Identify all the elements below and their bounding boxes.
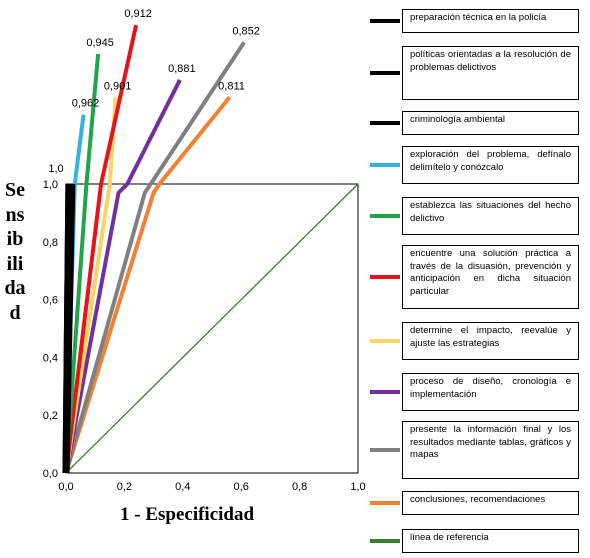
- x-tick-labels: 0,0 0,2 0,4 0,6 0,8 1,0: [58, 481, 365, 493]
- legend-label: proceso de diseño, cronología e implemen…: [402, 373, 579, 411]
- legend-label: exploración del problema, defínalo delim…: [402, 146, 579, 184]
- legend: preparación técnica en la policía polític…: [366, 0, 590, 558]
- legend-swatch: [370, 275, 400, 279]
- x-tick-label: 0,4: [175, 481, 190, 493]
- legend-swatch: [370, 339, 400, 343]
- legend-item: conclusiones, recomendaciones: [366, 491, 590, 515]
- legend-item: línea de referencia: [366, 529, 590, 553]
- legend-swatch: [370, 121, 400, 125]
- legend-label: línea de referencia: [402, 529, 579, 553]
- x-tick-label: 0,8: [292, 481, 307, 493]
- auc-label-5: 0,912: [124, 8, 152, 20]
- x-tick-label: 0,2: [117, 481, 132, 493]
- auc-label-7: 0,881: [168, 63, 196, 75]
- legend-item: preparación técnica en la policía: [366, 9, 590, 33]
- auc-labels: 0,962 0,945 0,912 0,901 0,881 0,852 0,811: [72, 8, 260, 110]
- series-line-5: [64, 24, 139, 474]
- x-tick-label: 0,6: [234, 481, 249, 493]
- legend-label: encuentre una solución práctica a través…: [402, 245, 579, 309]
- auc-label-9: 0,811: [218, 80, 245, 92]
- auc-label-6: 0,901: [104, 80, 132, 92]
- legend-item: criminología ambiental: [366, 111, 590, 135]
- y-tick-label: 0,2: [43, 410, 58, 422]
- auc-label-8: 0,852: [232, 25, 260, 37]
- x-tick-label: 1,0: [350, 481, 365, 493]
- legend-label: criminología ambiental: [402, 111, 579, 135]
- legend-label: presente la información final y los resu…: [402, 421, 579, 479]
- auc-label-3: 0,962: [72, 98, 100, 110]
- x-axis-label: 1 - Especificidad: [120, 504, 255, 525]
- legend-swatch: [370, 501, 400, 505]
- series-line-4: [64, 53, 101, 474]
- series-line-9: [64, 96, 232, 474]
- legend-item: encuentre una solución práctica a través…: [366, 245, 590, 309]
- series-line-2: [62, 183, 73, 474]
- y-tick-labels: 0,0 0,2 0,4 0,6 0,8 1,0: [43, 179, 58, 480]
- legend-swatch: [370, 163, 400, 167]
- legend-item: políticas orientadas a la resolución de …: [366, 46, 590, 100]
- auc-label-4: 0,945: [86, 37, 114, 49]
- legend-swatch: [370, 71, 400, 75]
- legend-label: determine el impacto, reevalúe y ajuste …: [402, 322, 579, 360]
- y-tick-label: 0,6: [43, 295, 58, 307]
- legend-swatch: [370, 448, 400, 452]
- y-tick-label: 0,0: [43, 468, 58, 480]
- extra-y-label: 1,0: [48, 163, 63, 175]
- x-tick-label: 0,0: [58, 481, 73, 493]
- series-line-10: [65, 183, 359, 474]
- legend-swatch: [370, 539, 400, 543]
- series-line-8: [64, 41, 246, 474]
- legend-label: políticas orientadas a la resolución de …: [402, 46, 579, 100]
- series-line-7: [64, 79, 182, 474]
- legend-swatch: [370, 390, 400, 394]
- legend-label: preparación técnica en la policía: [402, 9, 579, 33]
- legend-item: presente la información final y los resu…: [366, 421, 590, 479]
- series-layer: [62, 24, 359, 474]
- y-tick-label: 0,4: [43, 352, 58, 364]
- legend-swatch: [370, 19, 400, 23]
- legend-label: conclusiones, recomendaciones: [402, 491, 579, 515]
- legend-item: proceso de diseño, cronología e implemen…: [366, 373, 590, 411]
- legend-item: establezca las situaciones del hecho del…: [366, 197, 590, 235]
- legend-item: determine el impacto, reevalúe y ajuste …: [366, 322, 590, 360]
- y-axis-label: Sensibilidad: [4, 179, 26, 324]
- y-tick-label: 1,0: [43, 179, 58, 191]
- y-tick-label: 0,8: [43, 237, 58, 249]
- legend-item: exploración del problema, defínalo delim…: [366, 146, 590, 184]
- legend-label: establezca las situaciones del hecho del…: [402, 197, 579, 235]
- legend-swatch: [370, 214, 400, 218]
